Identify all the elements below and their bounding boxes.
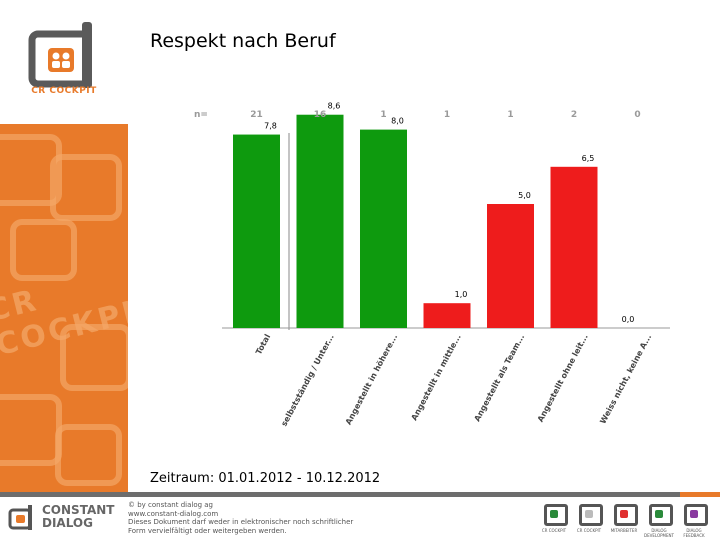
brand-line-2: DIALOG (42, 516, 93, 530)
product-logo-accent (550, 510, 558, 518)
value-label: 6,5 (582, 154, 595, 163)
n-prefix: n= (194, 110, 208, 120)
product-logo-icon (544, 504, 568, 526)
category-label: Angestellt als Team... (473, 333, 527, 423)
product-logo-icon (684, 504, 708, 526)
product-logo-accent (655, 510, 663, 518)
n-count: 1 (444, 110, 450, 120)
category-label: Angestellt in höhere... (344, 333, 399, 427)
copyright-line: Dieses Dokument darf weder in elektronis… (128, 518, 354, 526)
value-label: 8,0 (391, 117, 404, 126)
copyright-line: Form vervielfältigt oder weitergeben wer… (128, 526, 287, 535)
deco-bubble-icon (10, 219, 77, 281)
product-logo-accent (690, 510, 698, 518)
product-logo-icon (579, 504, 603, 526)
product-logo-icon (649, 504, 673, 526)
n-count: 21 (250, 110, 263, 120)
product-logo: MITARBEITER (610, 500, 638, 533)
product-logos: CR COCKPIT CR COCKPIT MITARBEITER DIALOG DE… (540, 500, 716, 538)
n-count: 16 (314, 110, 327, 120)
footer-accent (680, 492, 720, 497)
deco-bubble-icon (55, 424, 122, 486)
bar (296, 114, 344, 328)
brand-text: CONSTANT DIALOG (42, 504, 114, 530)
product-caption: MITARBEITER (610, 528, 638, 533)
sidebar-logo-area: CR COCKPIT (0, 0, 128, 124)
bar (487, 204, 534, 328)
sidebar: CR COCKPIT CR COCKPIT (0, 0, 128, 492)
product-logo: DIALOG FEEDBACK (680, 500, 708, 538)
n-count: 0 (634, 110, 640, 120)
website-link[interactable]: www.constant-dialog.com (128, 509, 219, 518)
bar (423, 303, 471, 328)
value-label: 7,8 (264, 122, 277, 131)
cr-cockpit-logo (28, 22, 92, 88)
sidebar-decoration: CR COCKPIT (0, 124, 128, 492)
product-caption: DIALOG FEEDBACK (683, 528, 705, 538)
value-label: 5,0 (518, 191, 531, 200)
product-caption: CR COCKPIT (576, 528, 602, 533)
bar (233, 134, 280, 328)
product-logo-icon (614, 504, 638, 526)
constant-dialog-logo (8, 505, 32, 530)
product-caption: CR COCKPIT (541, 528, 567, 533)
category-label: selbstständig / Unter... (279, 333, 335, 428)
category-label: Weiss nicht, keine A... (598, 333, 653, 426)
n-count: 2 (571, 110, 577, 120)
product-caption: DIALOG DEVELOPMENT (644, 528, 674, 538)
bar (360, 129, 407, 328)
footer: CONSTANT DIALOG © by constant dialog ag … (0, 492, 720, 540)
product-logo-accent (585, 510, 593, 518)
product-logo: DIALOG DEVELOPMENT (644, 500, 674, 538)
slide-title: Respekt nach Beruf (150, 30, 336, 52)
value-label: 1,0 (455, 290, 468, 299)
product-logo: CR COCKPIT (540, 500, 568, 533)
product-logo-accent (620, 510, 628, 518)
deco-bubble-icon (60, 324, 128, 391)
n-count: 1 (380, 110, 386, 120)
deco-bubble-icon (0, 134, 62, 206)
category-label: Total (254, 332, 272, 356)
period-label: Zeitraum: 01.01.2012 - 10.12.2012 (150, 471, 381, 486)
value-label: 0,0 (622, 315, 635, 324)
footer-divider (0, 492, 720, 497)
copyright-notice: © by constant dialog ag www.constant-dia… (128, 501, 353, 535)
logo-text: CR COCKPIT (31, 86, 97, 96)
brand-line-1: CONSTANT (42, 503, 115, 517)
deco-bubble-icon (50, 154, 122, 221)
category-label: Angestellt ohne leit... (536, 333, 590, 424)
copyright-line: © by constant dialog ag (128, 501, 213, 509)
product-logo: CR COCKPIT (575, 500, 603, 533)
value-label: 8,6 (328, 102, 341, 111)
category-label: Angestellt in mittle... (410, 333, 463, 422)
bar (550, 166, 598, 328)
n-count: 1 (507, 110, 513, 120)
